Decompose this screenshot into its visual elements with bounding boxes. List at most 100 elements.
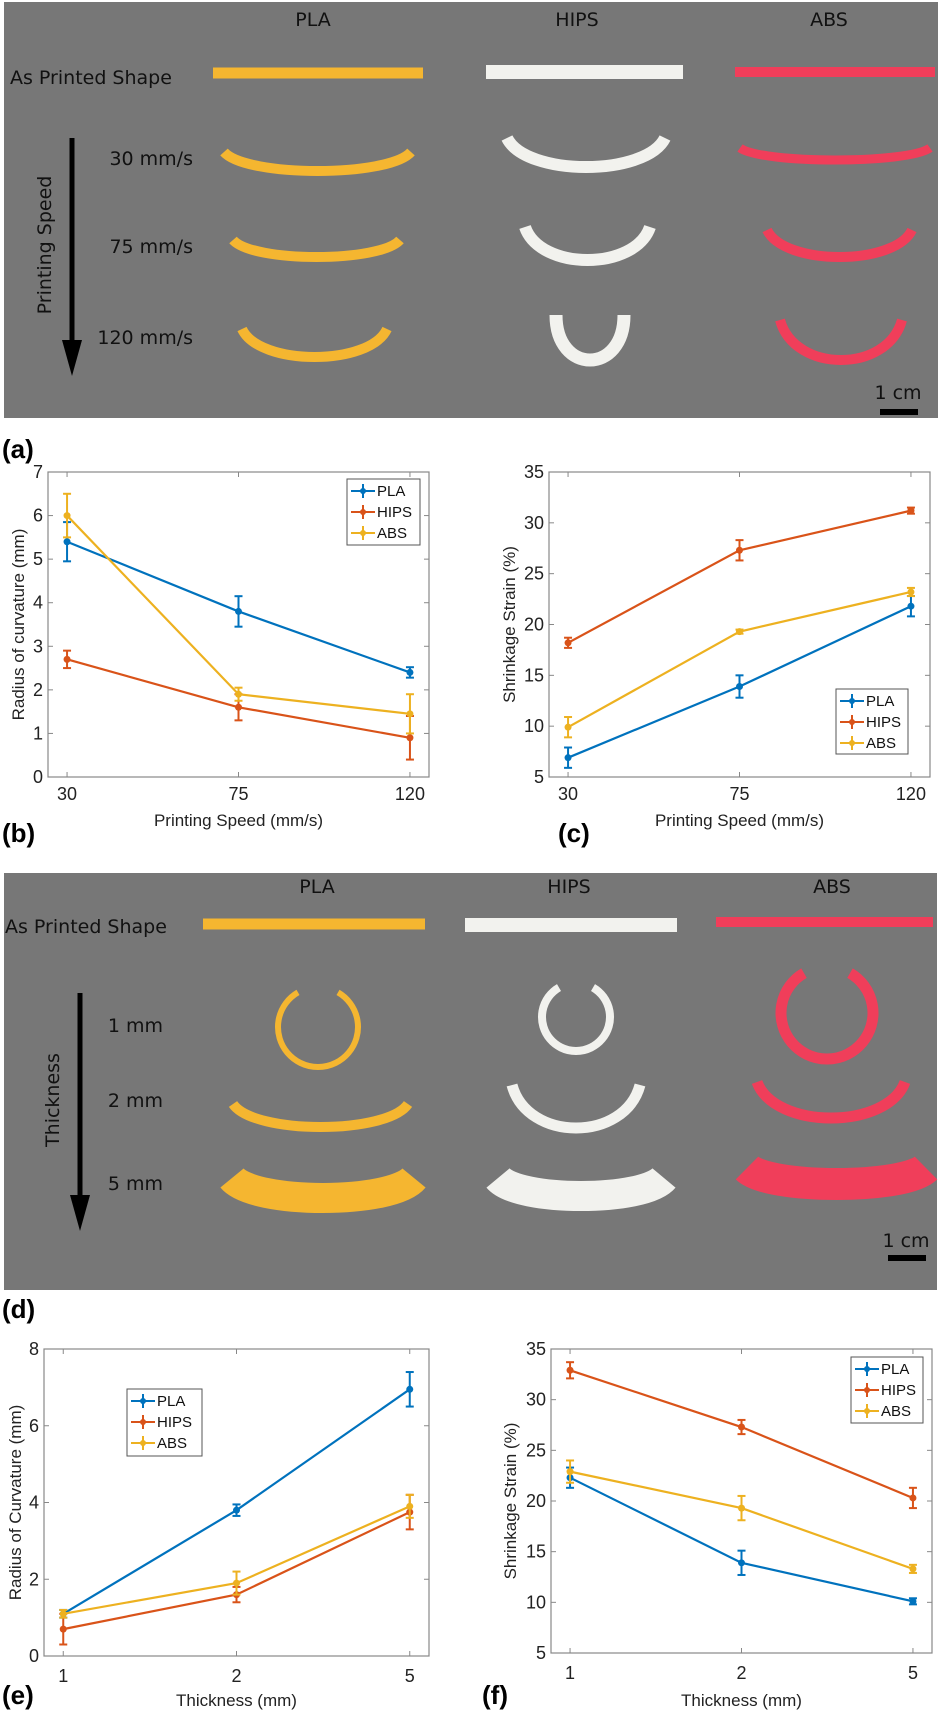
legend-label: HIPS xyxy=(377,504,412,521)
legend: PLA HIPS ABS xyxy=(850,1356,924,1424)
series-hips xyxy=(564,506,915,649)
data-point xyxy=(235,607,242,615)
x-tick-label: 120 xyxy=(395,784,425,804)
data-point xyxy=(907,588,915,596)
data-point xyxy=(63,512,71,520)
y-tick-label: 2 xyxy=(33,680,43,700)
specimen-hips-5mm xyxy=(486,1166,676,1211)
row-label-75: 75 mm/s xyxy=(109,236,193,258)
specimen-abs-120 xyxy=(775,318,907,365)
row-label-120: 120 mm/s xyxy=(97,327,193,349)
x-tick-label: 1 xyxy=(565,1663,575,1683)
x-tick-label: 5 xyxy=(405,1666,415,1686)
panel-label-e: (e) xyxy=(2,1680,34,1710)
x-tick-label: 30 xyxy=(57,784,77,804)
legend-label: ABS xyxy=(866,735,896,752)
legend-label: HIPS xyxy=(866,714,901,731)
series-pla xyxy=(566,1466,917,1606)
scale-bar-label: 1 cm xyxy=(874,382,921,404)
y-axis-label: Radius of curvature (mm) xyxy=(9,529,28,721)
reference-row-label: As Printed Shape xyxy=(10,67,172,89)
series-abs xyxy=(59,1493,414,1619)
specimen-pla-1mm xyxy=(275,989,361,1070)
data-point xyxy=(63,538,71,546)
specimen-abs-75 xyxy=(762,227,917,262)
y-tick-label: 0 xyxy=(33,767,43,787)
x-axis-label: Printing Speed (mm/s) xyxy=(154,811,323,830)
y-tick-label: 4 xyxy=(29,1493,39,1513)
data-point xyxy=(406,710,414,718)
series-abs xyxy=(566,1459,917,1574)
data-point xyxy=(406,668,414,676)
y-tick-label: 30 xyxy=(524,513,544,533)
scale-bar xyxy=(888,1255,926,1261)
y-tick-label: 6 xyxy=(29,1416,39,1436)
data-point xyxy=(233,1579,240,1587)
data-point xyxy=(738,1423,745,1431)
y-tick-label: 20 xyxy=(524,615,544,635)
legend-label: PLA xyxy=(157,1393,185,1410)
row-label-1mm: 1 mm xyxy=(108,1015,163,1037)
x-tick-label: 2 xyxy=(231,1666,241,1686)
photo-background xyxy=(4,2,938,418)
specimen-hips-75 xyxy=(519,224,656,266)
chart-c: 5 10 15 20 25 30 35 30 75 120 Printing Speed (mm/s… xyxy=(500,462,931,830)
chart-b: 0 1 2 3 4 5 6 7 30 75 120 Printing Speed (mm/s) Radi… xyxy=(9,462,430,830)
reference-row-label: As Printed Shape xyxy=(5,916,167,938)
data-point xyxy=(736,546,743,554)
legend-item-pla: PLA xyxy=(131,1393,185,1410)
axis-title-thickness: Thickness xyxy=(42,1053,64,1148)
legend-item-hips: HIPS xyxy=(855,1382,916,1399)
legend-item-pla: PLA xyxy=(351,483,405,500)
series-pla xyxy=(564,595,915,769)
data-point xyxy=(566,1366,574,1374)
legend-label: ABS xyxy=(881,1403,911,1420)
series-abs xyxy=(564,586,915,739)
y-tick-label: 0 xyxy=(29,1646,39,1666)
series-pla xyxy=(63,521,414,679)
series-abs xyxy=(63,492,414,735)
specimen-pla-120 xyxy=(237,326,392,362)
legend-item-pla: PLA xyxy=(855,1361,909,1378)
y-axis-label: Radius of Curvature (mm) xyxy=(6,1405,25,1601)
data-point xyxy=(909,1565,917,1573)
photo-background xyxy=(4,873,937,1290)
specimen-pla-5mm xyxy=(220,1166,426,1213)
data-point xyxy=(406,1385,414,1393)
legend-item-hips: HIPS xyxy=(351,504,412,521)
legend-label: PLA xyxy=(866,693,894,710)
data-point xyxy=(738,1504,745,1512)
data-point xyxy=(235,690,242,698)
x-tick-label: 2 xyxy=(736,1663,746,1683)
data-point xyxy=(63,655,71,663)
panel-label-a: (a) xyxy=(2,434,34,464)
y-tick-label: 25 xyxy=(526,1440,546,1460)
scale-bar xyxy=(880,409,918,415)
y-tick-label: 6 xyxy=(33,506,43,526)
x-tick-label: 1 xyxy=(58,1666,68,1686)
y-tick-label: 7 xyxy=(33,462,43,482)
data-point xyxy=(564,639,572,647)
y-axis-label: Shrinkage Strain (%) xyxy=(501,1423,520,1580)
legend-item-abs: ABS xyxy=(131,1435,187,1452)
x-tick-label: 30 xyxy=(558,784,578,804)
row-label-5mm: 5 mm xyxy=(108,1173,163,1195)
legend: PLA HIPS ABS xyxy=(835,688,909,755)
x-axis-label: Thickness (mm) xyxy=(176,1691,297,1710)
specimen-pla-75 xyxy=(229,236,404,262)
column-header-hips: HIPS xyxy=(555,9,598,31)
panel-label-f: (f) xyxy=(482,1680,508,1710)
specimens xyxy=(213,65,935,367)
y-tick-label: 20 xyxy=(526,1491,546,1511)
y-tick-label: 15 xyxy=(526,1542,546,1562)
specimen-hips-120 xyxy=(549,314,631,367)
legend: PLA HIPS ABS xyxy=(126,1388,203,1457)
scale-bar-label: 1 cm xyxy=(882,1230,929,1252)
row-label-2mm: 2 mm xyxy=(108,1090,163,1112)
y-tick-label: 35 xyxy=(526,1339,546,1359)
photo-panel-d: PLA HIPS ABS As Printed Shape 1 mm 2 mm … xyxy=(4,873,938,1290)
panel-label-b: (b) xyxy=(2,818,35,848)
photo-panel-a: PLA HIPS ABS As Printed Shape 30 mm/s 75… xyxy=(4,2,938,418)
